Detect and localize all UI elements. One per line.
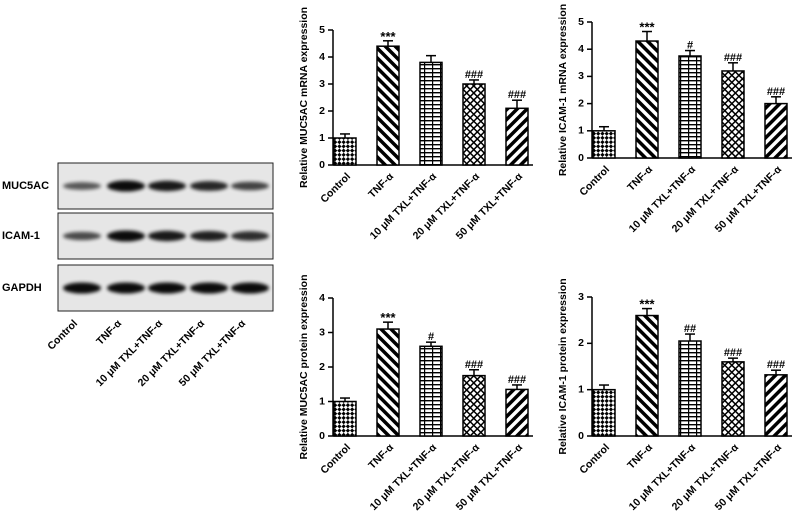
blot-row-label: ICAM-1	[2, 230, 40, 242]
significance-label: ***	[380, 29, 396, 44]
blot-row-label: MUC5AC	[2, 180, 49, 192]
significance-label: #	[428, 331, 434, 343]
bar	[376, 328, 400, 437]
bar	[333, 400, 357, 437]
significance-label: ###	[465, 359, 483, 371]
blot-band	[148, 180, 186, 192]
y-axis-title: Relative ICAM-1 mRNA expression	[557, 4, 569, 176]
blot-band	[231, 231, 269, 241]
blot-band	[148, 230, 186, 242]
bar	[505, 107, 529, 166]
significance-label: ###	[724, 347, 742, 359]
y-tick-label: 0	[578, 152, 584, 164]
blot-band	[190, 230, 228, 242]
x-tick-label: TNF-α	[366, 441, 396, 471]
bar	[592, 388, 616, 437]
y-axis-title: Relative MUC5AC protein expression	[298, 275, 310, 460]
y-tick-label: 2	[578, 97, 584, 109]
bar	[678, 55, 702, 159]
y-tick-label: 4	[319, 292, 325, 304]
blot-band	[107, 230, 145, 242]
bar	[376, 45, 400, 166]
blot-band	[148, 282, 186, 294]
bar	[764, 102, 788, 159]
significance-label: ###	[508, 374, 526, 386]
x-tick-label: TNF-α	[625, 441, 655, 471]
y-tick-label: 3	[578, 70, 584, 82]
x-tick-label: Control	[318, 171, 353, 206]
y-tick-label: 3	[319, 78, 325, 90]
blot-band	[63, 182, 101, 190]
bar	[462, 83, 486, 166]
y-tick-label: 1	[578, 125, 584, 137]
y-tick-label: 2	[319, 105, 325, 117]
bar	[721, 361, 745, 437]
y-tick-label: 1	[319, 395, 325, 407]
y-tick-label: 2	[319, 361, 325, 373]
bar	[635, 40, 659, 159]
blot-band	[63, 282, 101, 294]
bar	[721, 70, 745, 159]
bar	[419, 345, 443, 437]
blot-band	[190, 181, 228, 191]
y-tick-label: 4	[319, 51, 325, 63]
x-tick-label: Control	[577, 442, 612, 477]
x-tick-label: TNF-α	[625, 163, 655, 193]
x-tick-label: Control	[318, 442, 353, 477]
bar	[419, 61, 443, 166]
y-tick-label: 0	[578, 430, 584, 442]
blot-lane-label: Control	[45, 318, 80, 353]
y-tick-label: 0	[319, 159, 325, 171]
blot-band	[107, 282, 145, 294]
blot-band	[231, 181, 269, 191]
blot-band	[107, 180, 145, 192]
y-axis-title: Relative ICAM-1 protein expression	[557, 278, 569, 454]
blot-band	[231, 282, 269, 294]
y-tick-label: 0	[319, 430, 325, 442]
significance-label: ###	[465, 69, 483, 81]
bar	[333, 137, 357, 166]
bar	[505, 388, 529, 437]
charts: 0 1 2 3 4 5 Relative MUC5AC mRNA expression Con…	[298, 4, 792, 513]
y-tick-label: 2	[578, 337, 584, 349]
significance-label: ###	[724, 52, 742, 64]
y-tick-label: 1	[578, 383, 584, 395]
significance-label: ###	[767, 359, 785, 371]
bar	[635, 314, 659, 437]
significance-label: ##	[684, 323, 696, 335]
bar	[764, 374, 788, 437]
significance-label: ###	[508, 89, 526, 101]
y-axis-title: Relative MUC5AC mRNA expression	[298, 7, 310, 188]
x-tick-label: Control	[577, 164, 612, 199]
y-tick-label: 5	[578, 16, 584, 28]
blot-band	[190, 282, 228, 294]
y-tick-label: 3	[578, 291, 584, 303]
bar	[592, 130, 616, 159]
blot-band	[63, 231, 101, 241]
blot-lane-label: TNF-α	[94, 317, 124, 347]
significance-label: ###	[767, 86, 785, 98]
significance-label: #	[687, 40, 693, 52]
bar	[678, 340, 702, 437]
y-tick-label: 1	[319, 132, 325, 144]
significance-label: ***	[639, 297, 655, 312]
significance-label: ***	[639, 20, 655, 35]
y-tick-label: 4	[578, 43, 584, 55]
blot-row-label: GAPDH	[2, 282, 42, 294]
bar	[462, 374, 486, 437]
y-tick-label: 3	[319, 326, 325, 338]
x-tick-label: TNF-α	[366, 170, 396, 200]
significance-label: ***	[380, 310, 396, 325]
y-tick-label: 5	[319, 24, 325, 36]
